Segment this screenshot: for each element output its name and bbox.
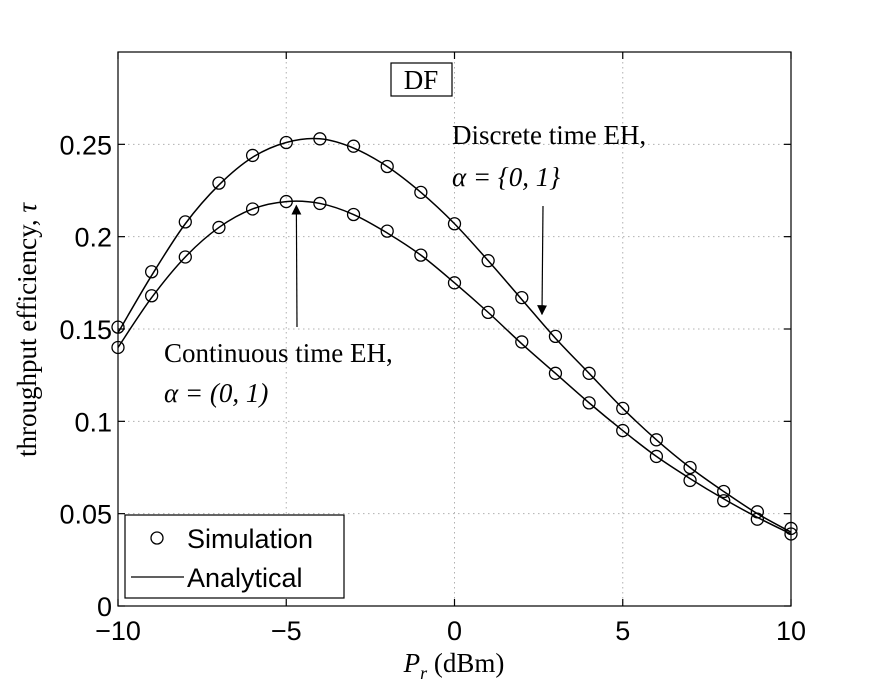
simulation-point bbox=[717, 494, 731, 508]
simulation-point bbox=[582, 396, 596, 410]
simulation-point bbox=[649, 433, 664, 447]
analytical-line bbox=[117, 137, 792, 533]
annotation-continuous-arrow bbox=[291, 204, 302, 328]
y-tick-label: 0 bbox=[97, 592, 112, 622]
simulation-point bbox=[212, 176, 226, 190]
simulation-point bbox=[380, 224, 394, 238]
annotation-discrete-line1: Discrete time EH, bbox=[452, 120, 646, 150]
y-tick-label: 0.15 bbox=[59, 315, 112, 345]
legend-simulation-marker bbox=[150, 531, 164, 545]
simulation-point bbox=[548, 329, 563, 344]
series-1 bbox=[111, 194, 798, 541]
simulation-point bbox=[750, 512, 764, 526]
simulation-point bbox=[515, 335, 529, 349]
simulation-point bbox=[245, 202, 260, 216]
simulation-point bbox=[481, 305, 495, 320]
simulation-point bbox=[313, 132, 327, 146]
y-axis-label-symbol: τ bbox=[12, 202, 42, 213]
legend: Simulation Analytical bbox=[124, 514, 345, 599]
annotation-discrete-line2: α = {0, 1} bbox=[452, 162, 560, 192]
x-axis-label-sub: r bbox=[420, 663, 428, 683]
simulation-point bbox=[717, 484, 731, 499]
grid bbox=[118, 52, 791, 606]
simulation-point bbox=[212, 220, 226, 235]
simulation-point bbox=[683, 473, 697, 488]
simulation-point bbox=[414, 248, 428, 262]
x-axis-label-unit: (dBm) bbox=[427, 648, 504, 678]
x-tick-label: −5 bbox=[271, 616, 302, 646]
y-tick-label: 0.2 bbox=[74, 223, 112, 253]
df-label: DF bbox=[404, 65, 439, 95]
simulation-point bbox=[515, 290, 529, 305]
simulation-point bbox=[414, 185, 428, 199]
simulation-point bbox=[279, 194, 293, 209]
annotation-continuous-line1: Continuous time EH, bbox=[164, 338, 393, 368]
simulation-point bbox=[346, 139, 361, 153]
y-axis-label: throughput efficiency, τ bbox=[12, 202, 42, 457]
x-tick-label: 5 bbox=[615, 616, 630, 646]
simulation-point bbox=[616, 423, 630, 438]
simulation-point bbox=[178, 215, 192, 229]
analytical-line bbox=[117, 200, 792, 535]
x-tick-label: −10 bbox=[95, 616, 141, 646]
simulation-point bbox=[447, 217, 462, 231]
x-tick-label: 0 bbox=[447, 616, 462, 646]
x-tick-label: 10 bbox=[776, 616, 806, 646]
simulation-point bbox=[178, 250, 192, 264]
simulation-point bbox=[380, 159, 394, 174]
simulation-point bbox=[144, 265, 159, 279]
simulation-point bbox=[313, 196, 327, 211]
x-axis-label-main: P bbox=[403, 648, 421, 678]
simulation-point bbox=[245, 148, 260, 163]
simulation-point bbox=[616, 401, 630, 416]
x-axis-label: Pr (dBm) bbox=[403, 648, 505, 683]
legend-analytical-label: Analytical bbox=[187, 563, 303, 593]
series bbox=[111, 132, 798, 541]
simulation-point bbox=[447, 276, 462, 290]
axis-ticks: −10 −5 0 5 10 0 0.05 0.1 0.15 0.2 0.25 bbox=[59, 52, 806, 646]
y-tick-label: 0.1 bbox=[74, 407, 112, 437]
simulation-point bbox=[279, 135, 293, 150]
simulation-point bbox=[649, 449, 664, 464]
simulation-point bbox=[582, 366, 596, 380]
series-0 bbox=[111, 132, 798, 536]
simulation-point bbox=[144, 289, 159, 303]
annotation-discrete-arrow bbox=[537, 205, 548, 316]
df-label-box bbox=[390, 62, 453, 97]
legend-simulation-label: Simulation bbox=[187, 524, 313, 554]
simulation-point bbox=[346, 207, 361, 222]
y-axis-label-main: throughput efficiency, bbox=[12, 213, 42, 457]
plot-frame bbox=[117, 51, 792, 607]
annotation-continuous-line2: α = (0, 1) bbox=[164, 378, 268, 408]
y-tick-label: 0.25 bbox=[59, 130, 112, 160]
legend-box bbox=[124, 514, 345, 599]
simulation-point bbox=[481, 254, 495, 268]
simulation-point bbox=[683, 460, 697, 475]
simulation-point bbox=[548, 366, 563, 380]
y-tick-label: 0.05 bbox=[59, 500, 112, 530]
